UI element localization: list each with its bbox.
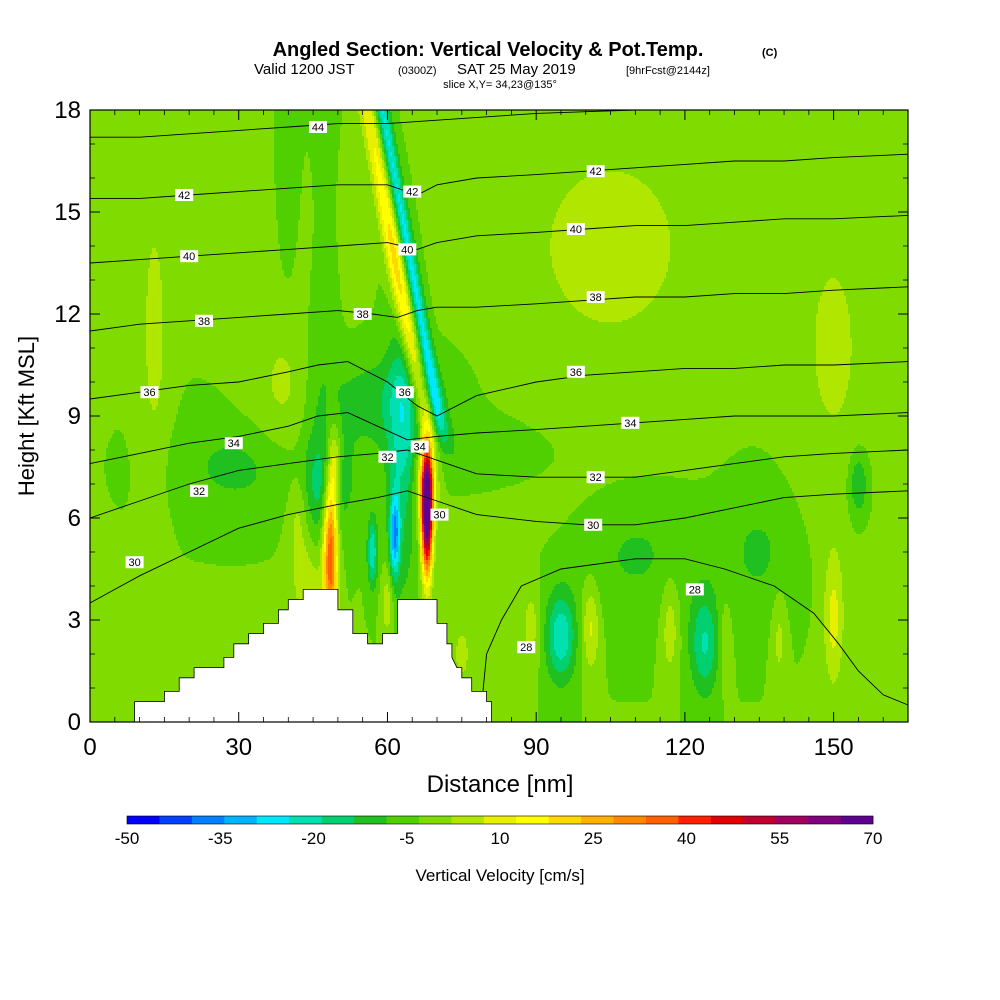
plot-area: 28 28 30 30 30 32 32 32 34 34 34 36 36 36 38 38 38 40 40 40… xyxy=(90,110,908,722)
colorbar-tick-label: -35 xyxy=(208,829,233,848)
colorbar-swatch xyxy=(386,816,419,824)
x-tick-label: 150 xyxy=(814,734,854,761)
colorbar-tick-label: -20 xyxy=(301,829,326,848)
colorbar-tick-label: 10 xyxy=(491,829,510,848)
subtitle-forecast: [9hrFcst@2144z] xyxy=(626,65,710,77)
y-tick-label: 0 xyxy=(68,709,81,736)
subtitle-valid: Valid 1200 JST xyxy=(254,61,355,78)
colorbar-swatch xyxy=(192,816,225,824)
contour-label: 30 xyxy=(433,510,445,522)
contour-label: 38 xyxy=(357,309,369,321)
y-tick-label: 12 xyxy=(54,301,81,328)
contour-label: 40 xyxy=(401,244,413,256)
colorbar-swatch xyxy=(354,816,387,824)
y-tick-label: 15 xyxy=(54,199,81,226)
contour-label: 36 xyxy=(570,367,582,379)
colorbar-tick-label: 25 xyxy=(584,829,603,848)
subtitle-utc: (0300Z) xyxy=(398,65,437,77)
contour-label: 42 xyxy=(178,190,190,202)
contour-label: 38 xyxy=(590,292,602,304)
contour-label: 34 xyxy=(228,438,240,450)
contour-label: 42 xyxy=(406,187,418,199)
contour-label: 28 xyxy=(689,584,701,596)
chart-title: Angled Section: Vertical Velocity & Pot.… xyxy=(273,39,778,61)
title-mark: (C) xyxy=(762,47,778,59)
colorbar-swatch xyxy=(841,816,874,824)
contour-label: 38 xyxy=(198,316,210,328)
colorbar-swatch xyxy=(646,816,679,824)
colorbar-swatch xyxy=(127,816,160,824)
contour-label: 32 xyxy=(381,452,393,464)
y-tick-label: 6 xyxy=(68,505,81,532)
colorbar-swatch xyxy=(451,816,484,824)
section-chart: Angled Section: Vertical Velocity & Pot.… xyxy=(0,0,1000,1000)
y-tick-label: 9 xyxy=(68,403,81,430)
colorbar-swatch xyxy=(776,816,809,824)
x-tick-label: 90 xyxy=(523,734,550,761)
colorbar-swatch xyxy=(808,816,841,824)
contour-label: 42 xyxy=(590,166,602,178)
colorbar-tick-label: 70 xyxy=(864,829,883,848)
colorbar: -50 -35 -20 -5 10 25 40 55 70 xyxy=(115,816,883,848)
title-text: Angled Section: Vertical Velocity & Pot.… xyxy=(273,39,704,61)
x-tick-label: 0 xyxy=(83,734,96,761)
colorbar-swatch xyxy=(549,816,582,824)
colorbar-swatch xyxy=(289,816,322,824)
contour-label: 32 xyxy=(590,472,602,484)
contour-label: 28 xyxy=(520,642,532,654)
contour-label: 44 xyxy=(312,122,324,134)
contour-label: 30 xyxy=(128,557,140,569)
colorbar-tick-label: 40 xyxy=(677,829,696,848)
colorbar-tick-label: -50 xyxy=(115,829,140,848)
contour-label: 36 xyxy=(143,387,155,399)
y-tick-label: 3 xyxy=(68,607,81,634)
colorbar-swatch xyxy=(224,816,257,824)
contour-label: 30 xyxy=(587,520,599,532)
contour-label: 34 xyxy=(414,442,426,454)
colorbar-swatch xyxy=(516,816,549,824)
colorbar-swatch xyxy=(257,816,290,824)
slice-text: slice X,Y= 34,23@135° xyxy=(443,79,557,91)
contour-label: 36 xyxy=(399,387,411,399)
colorbar-swatch xyxy=(581,816,614,824)
colorbar-swatch xyxy=(419,816,452,824)
x-tick-label: 120 xyxy=(665,734,705,761)
colorbar-swatch xyxy=(678,816,711,824)
colorbar-swatch xyxy=(711,816,744,824)
colorbar-tick-label: -5 xyxy=(399,829,414,848)
x-tick-label: 60 xyxy=(374,734,401,761)
contour-label: 40 xyxy=(183,251,195,263)
colorbar-tick-label: 55 xyxy=(770,829,789,848)
subtitle-date: SAT 25 May 2019 xyxy=(457,61,576,78)
x-tick-label: 30 xyxy=(225,734,252,761)
contour-label: 32 xyxy=(193,486,205,498)
x-axis-label: Distance [nm] xyxy=(427,771,574,798)
colorbar-swatch xyxy=(159,816,192,824)
contour-label: 40 xyxy=(570,224,582,236)
colorbar-swatch xyxy=(322,816,355,824)
y-tick-label: 18 xyxy=(54,97,81,124)
y-axis-label: Height [Kft MSL] xyxy=(14,336,39,496)
colorbar-label: Vertical Velocity [cm/s] xyxy=(415,866,584,885)
colorbar-swatch xyxy=(614,816,647,824)
chart-subtitle: Valid 1200 JST (0300Z) SAT 25 May 2019 [… xyxy=(254,61,710,78)
colorbar-swatch xyxy=(484,816,517,824)
contour-label: 34 xyxy=(624,418,636,430)
colorbar-swatch xyxy=(743,816,776,824)
